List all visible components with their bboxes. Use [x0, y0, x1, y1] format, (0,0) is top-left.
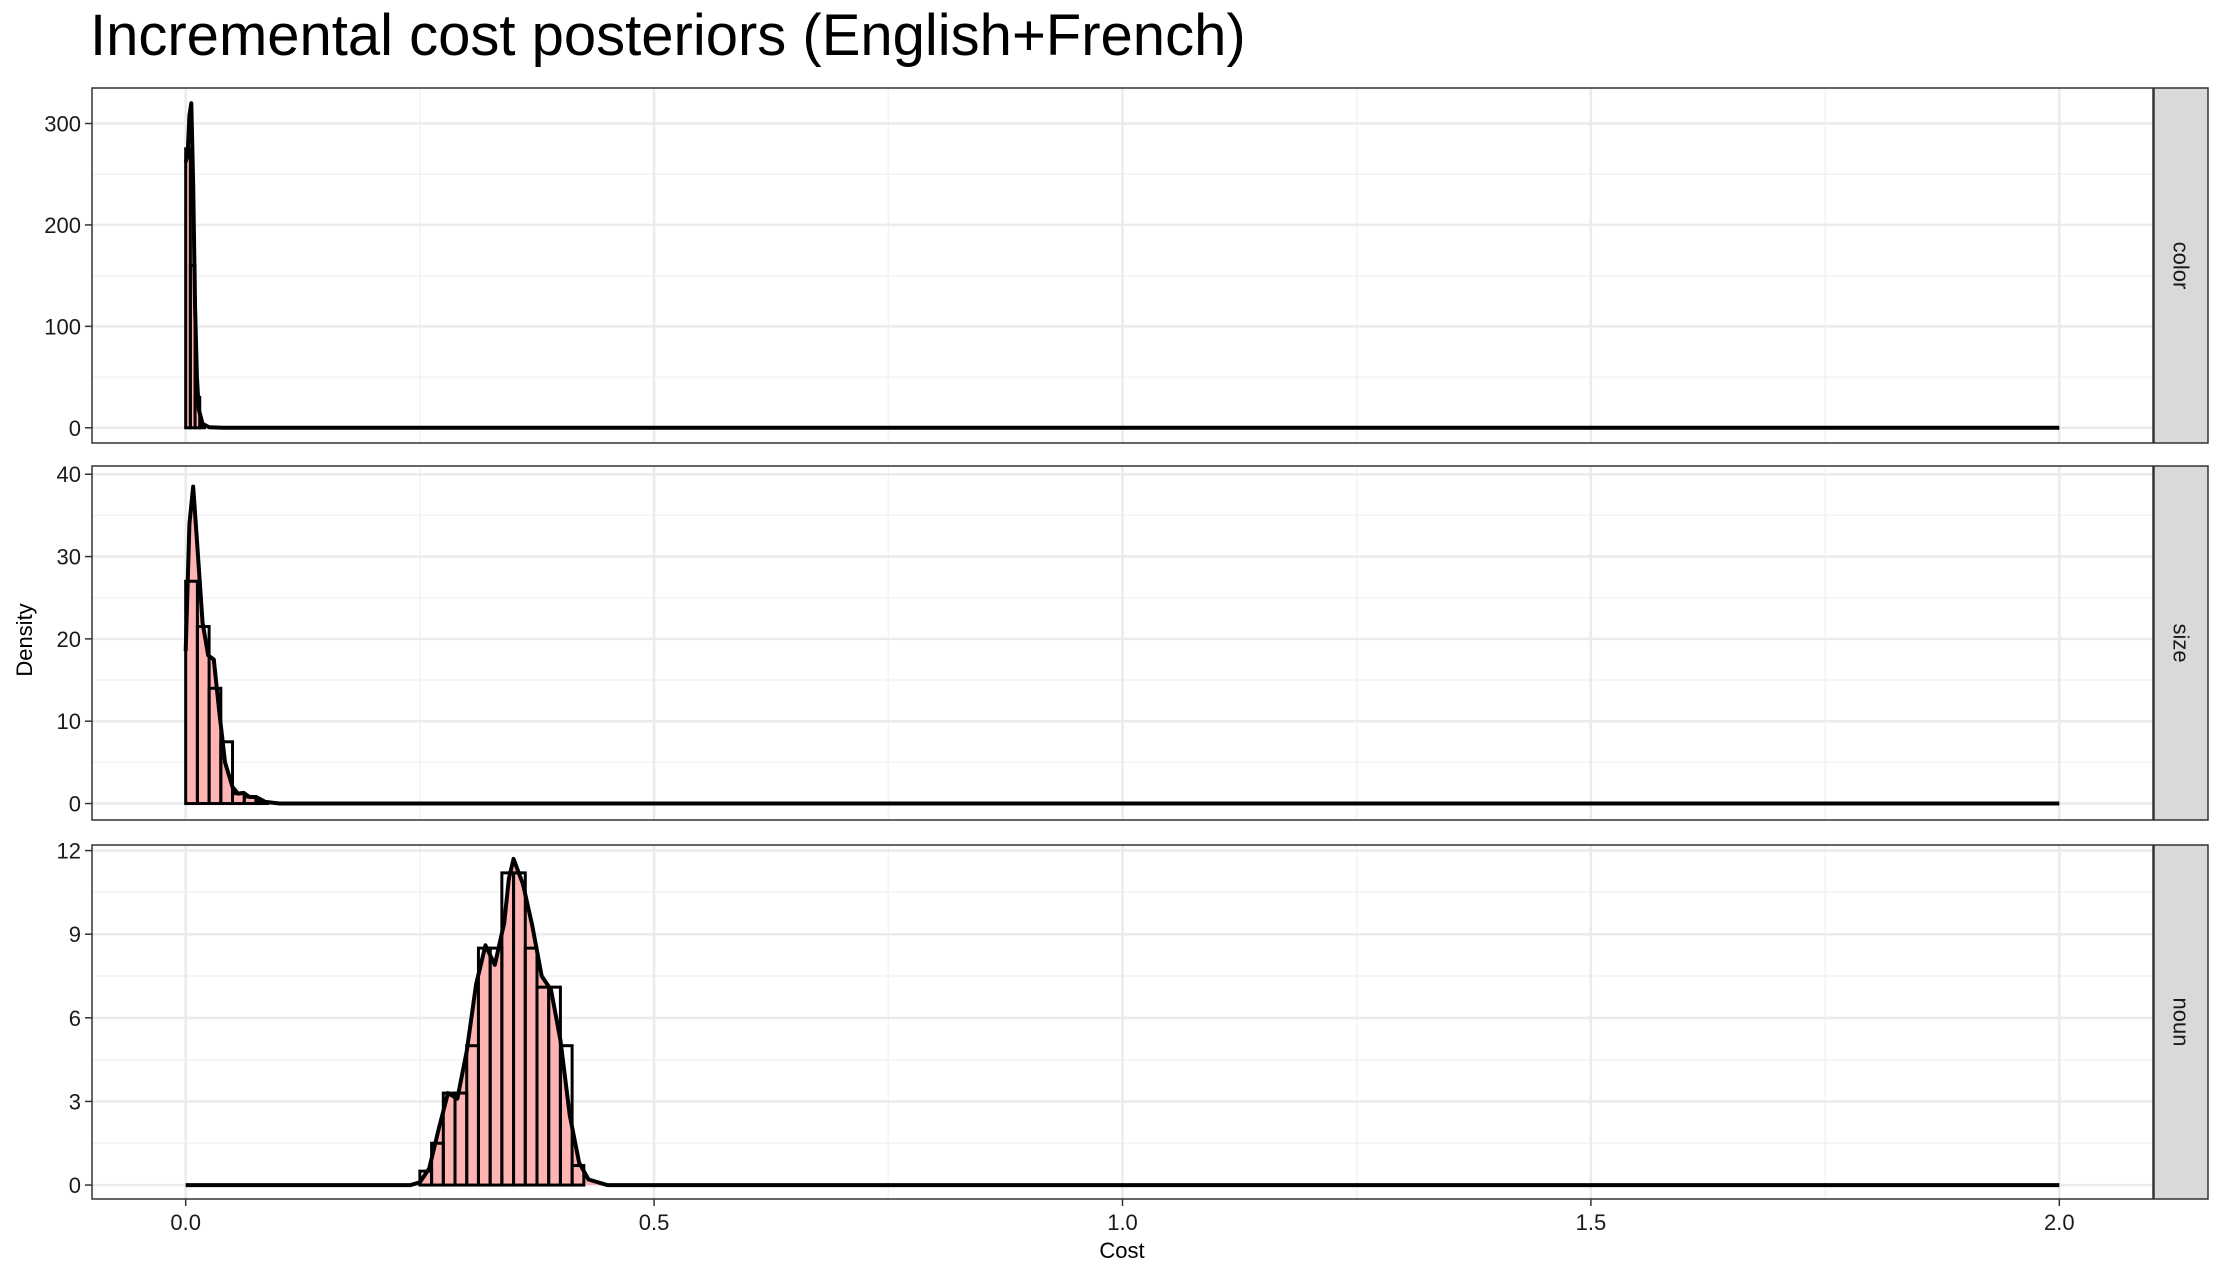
y-tick-label: 0: [69, 1173, 81, 1198]
panel-data-layer: [183, 101, 2060, 430]
x-tick-label: 0.0: [170, 1210, 201, 1235]
panel-color: 0 100 200 300 color: [44, 87, 2209, 444]
y-tick-label: 0: [69, 792, 81, 817]
y-tick-label: 6: [69, 1006, 81, 1031]
y-axis-title: Density: [12, 603, 37, 676]
facet-strip-label: noun: [2169, 998, 2194, 1047]
panel-border: [91, 465, 2154, 821]
panel-noun: 0 3 6 9 12 noun: [57, 839, 2209, 1200]
x-tick-label: 1.5: [1576, 1210, 1607, 1235]
density-line: [183, 484, 2060, 806]
y-tick-label: 12: [57, 839, 81, 864]
x-axis-title: Cost: [1099, 1238, 1144, 1263]
y-tick-label: 3: [69, 1089, 81, 1114]
facet-strip: [2153, 465, 2209, 821]
histogram-bar: [570, 1164, 586, 1187]
y-tick-label: 10: [57, 709, 81, 734]
y-tick-label: 100: [44, 314, 81, 339]
panel-border: [91, 87, 2154, 444]
y-tick-label: 0: [69, 416, 81, 441]
y-tick-label: 200: [44, 213, 81, 238]
panel-size: 0 10 20 30 40 size: [57, 462, 2209, 821]
facet-strip-label: color: [2169, 242, 2194, 290]
x-tick-label: 2.0: [2044, 1210, 2075, 1235]
density-line: [185, 856, 2060, 1188]
x-tick-label: 1.0: [1107, 1210, 1138, 1235]
chart-title: Incremental cost posteriors (English+Fre…: [90, 3, 1246, 68]
facet-strip: [2153, 844, 2209, 1200]
density-line: [183, 101, 2060, 430]
y-tick-label: 9: [69, 922, 81, 947]
y-tick-label: 30: [57, 545, 81, 570]
facet-strip: [2153, 87, 2209, 444]
facet-strip-label: size: [2169, 623, 2194, 662]
histogram-bar: [558, 1044, 574, 1187]
histogram-bar: [219, 740, 235, 806]
y-tick-label: 300: [44, 112, 81, 137]
y-tick-label: 40: [57, 462, 81, 487]
y-tick-label: 20: [57, 627, 81, 652]
x-tick-label: 0.5: [639, 1210, 670, 1235]
panel-data-layer: [183, 484, 2060, 806]
panel-data-layer: [185, 856, 2060, 1188]
